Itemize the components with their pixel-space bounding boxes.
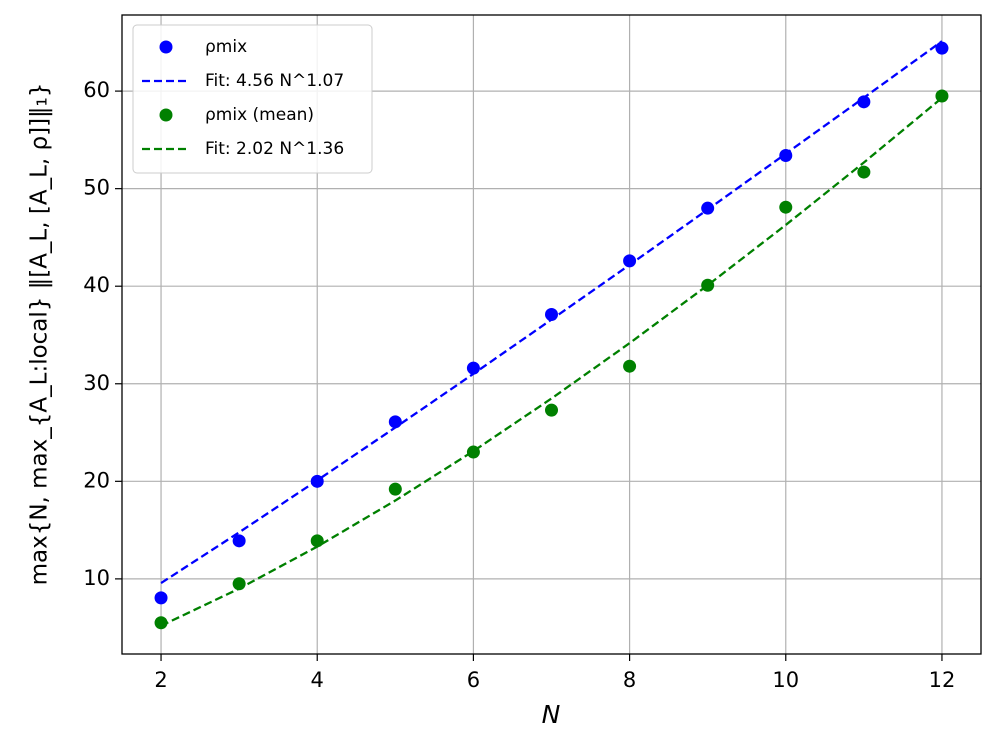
data-point xyxy=(857,95,871,109)
legend-label: Fit: 2.02 N^1.36 xyxy=(205,139,344,159)
y-tick-label: 20 xyxy=(83,468,110,492)
data-point xyxy=(388,482,402,496)
x-tick-label: 4 xyxy=(311,668,324,692)
y-tick-label: 30 xyxy=(83,371,110,395)
data-point xyxy=(545,403,558,417)
y-axis-label: max{N, max_{A_L:local} ‖[A_L, [A_L, ρ]]‖… xyxy=(27,83,53,586)
y-tick-label: 40 xyxy=(83,273,110,297)
data-point xyxy=(466,361,480,375)
data-point xyxy=(857,165,871,179)
x-tick-label: 8 xyxy=(623,668,636,692)
x-tick-label: 12 xyxy=(929,668,956,692)
x-tick-label: 6 xyxy=(467,668,480,692)
data-point xyxy=(935,41,949,55)
legend-marker xyxy=(159,108,173,122)
legend-box xyxy=(132,24,373,174)
data-point xyxy=(232,534,246,548)
legend-marker xyxy=(159,40,173,54)
y-tick-label: 10 xyxy=(83,566,110,590)
data-point xyxy=(154,616,168,630)
data-point xyxy=(779,200,793,214)
data-point xyxy=(310,534,324,548)
x-tick-label: 10 xyxy=(772,668,799,692)
data-point xyxy=(623,359,637,373)
fit-line xyxy=(160,40,943,585)
legend-label: Fit: 4.56 N^1.07 xyxy=(205,71,344,91)
y-tick-label: 50 xyxy=(83,176,110,200)
x-tick-label: 2 xyxy=(154,668,167,692)
data-point xyxy=(154,591,168,605)
plot-frame xyxy=(121,14,982,655)
fit-line xyxy=(160,97,943,627)
data-point xyxy=(623,254,637,268)
y-tick-label: 60 xyxy=(83,78,110,102)
data-point xyxy=(388,415,402,429)
legend-label: ρmix xyxy=(205,37,247,57)
x-axis-label: N xyxy=(542,700,561,729)
legend-label: ρmix (mean) xyxy=(205,105,314,125)
